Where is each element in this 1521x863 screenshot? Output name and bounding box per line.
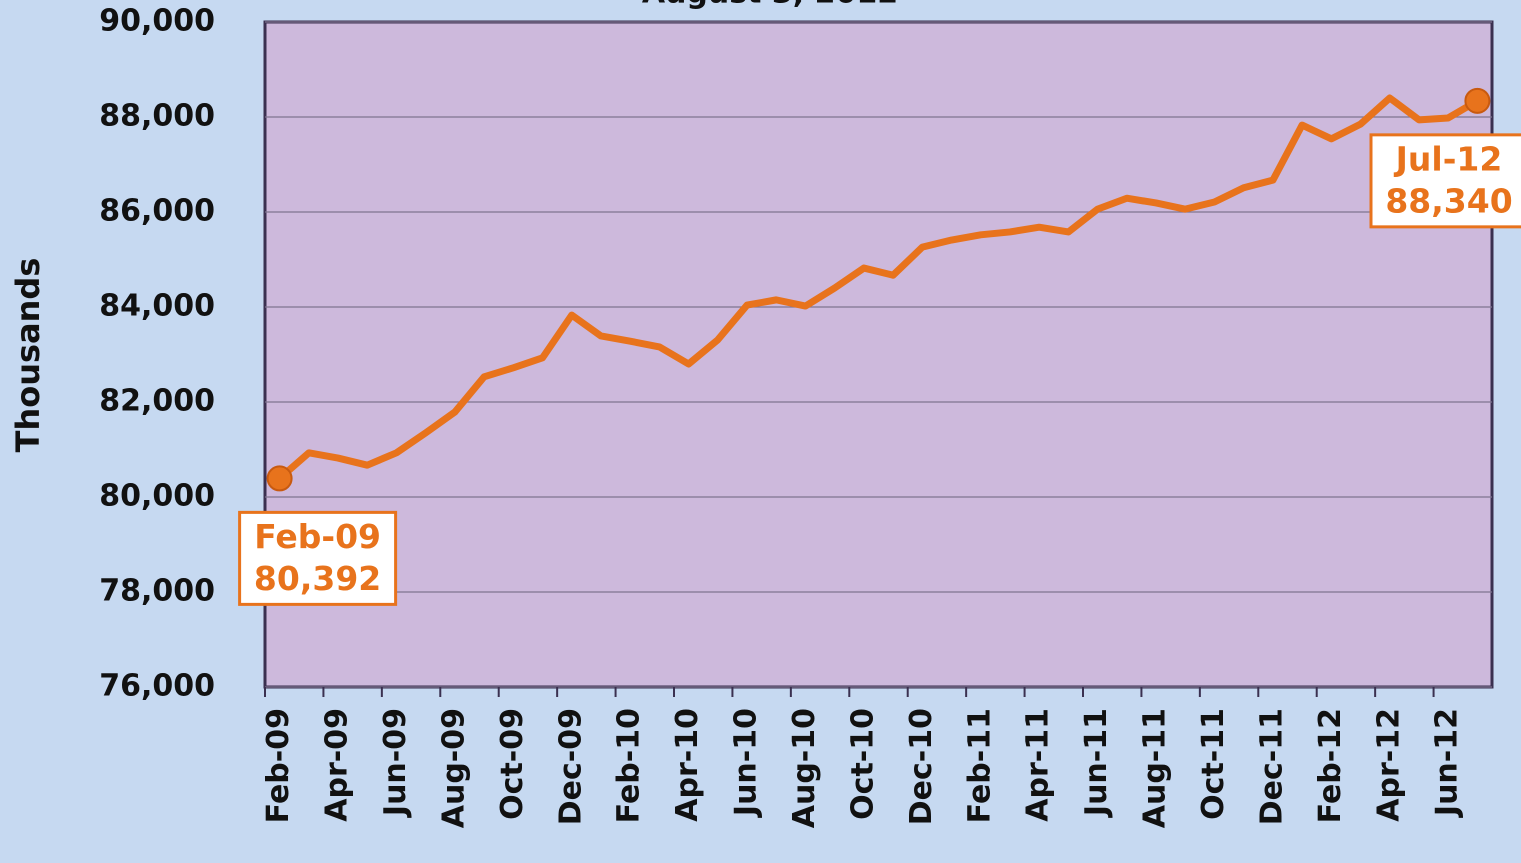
x-tick-label: Aug-11 [1138, 708, 1173, 828]
x-tick-label: Dec-09 [553, 708, 588, 825]
chart-title: August 3, 2012 [642, 0, 898, 11]
x-tick-label: Oct-09 [495, 708, 530, 820]
x-tick-label: Apr-12 [1371, 708, 1406, 822]
y-tick-label: 84,000 [99, 289, 215, 324]
annotation-box [238, 510, 398, 606]
y-tick-label: 76,000 [99, 669, 215, 704]
end-marker [266, 465, 293, 492]
annotation-value: 80,392 [254, 559, 381, 598]
x-tick-label: Apr-11 [1021, 708, 1056, 822]
x-tick-label: Jun-11 [1079, 708, 1114, 818]
x-tick-label: Jun-09 [378, 708, 413, 818]
y-tick-label: 80,000 [99, 479, 215, 514]
x-tick-label: Feb-11 [962, 708, 997, 823]
x-tick-label: Oct-11 [1196, 708, 1231, 820]
x-tick-label: Aug-10 [787, 708, 822, 828]
annotation-value: 88,340 [1385, 181, 1512, 220]
x-tick-label: Apr-10 [670, 708, 705, 822]
y-tick-label: 78,000 [99, 574, 215, 609]
y-tick-label: 88,000 [99, 99, 215, 134]
x-tick-label: Feb-10 [612, 708, 647, 823]
x-tick-label: Aug-09 [436, 708, 471, 828]
end-marker [1464, 87, 1491, 114]
x-tick-label: Dec-11 [1254, 708, 1289, 825]
y-tick-label: 86,000 [99, 194, 215, 229]
x-tick-label: Jun-10 [729, 708, 764, 818]
x-tick-label: Feb-12 [1313, 708, 1348, 823]
x-tick-label: Oct-10 [845, 708, 880, 820]
y-tick-label: 82,000 [99, 384, 215, 419]
x-tick-label: Apr-09 [320, 708, 355, 822]
x-tick-label: Jun-12 [1430, 708, 1465, 818]
x-tick-label: Feb-09 [261, 708, 296, 823]
y-tick-label: 90,000 [99, 4, 215, 39]
annotation-date: Jul-12 [1394, 139, 1503, 178]
annotation-box [1369, 133, 1521, 229]
plot-area [263, 20, 1494, 689]
line [277, 94, 1480, 482]
y-axis-label: Thousands [9, 258, 47, 453]
x-tick-label: Dec-10 [904, 708, 939, 825]
annotation-date: Feb-09 [254, 517, 381, 556]
